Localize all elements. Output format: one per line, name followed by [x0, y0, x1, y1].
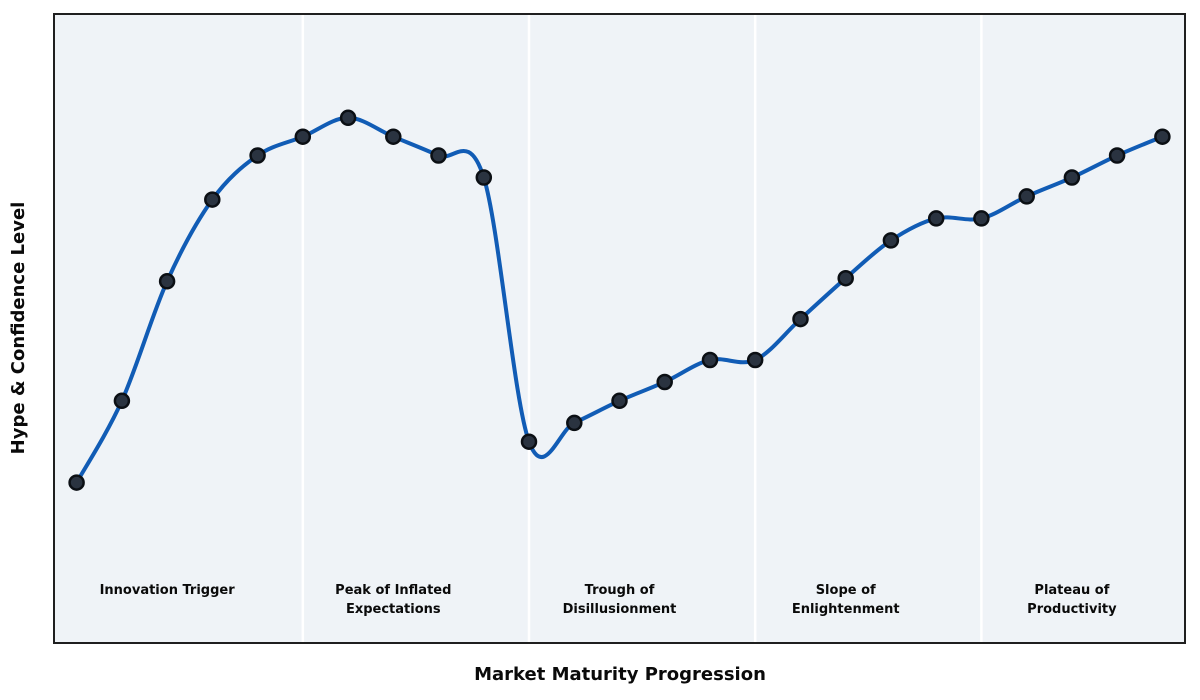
data-point-marker: [475, 169, 493, 186]
phase-label: Innovation Trigger: [100, 583, 236, 598]
phase-label-line: Expectations: [346, 602, 441, 617]
data-point-marker: [701, 351, 719, 369]
data-point-marker: [113, 392, 131, 410]
data-point-marker: [339, 109, 357, 127]
data-point-marker: [746, 351, 764, 369]
phase-label-line: Disillusionment: [563, 602, 677, 617]
phase-label: Peak of Inflated Expectations: [335, 583, 451, 617]
data-point-marker: [249, 147, 266, 164]
plot-area: [53, 13, 1186, 644]
data-point-marker: [1063, 169, 1081, 186]
data-point-marker: [294, 128, 312, 145]
phase-label: Trough of Disillusionment: [563, 583, 677, 617]
phase-label-line: Slope of: [816, 583, 876, 598]
data-point-marker: [1154, 128, 1171, 145]
data-point-marker: [656, 373, 673, 391]
x-axis-label: Market Maturity Progression: [474, 664, 766, 685]
phase-label: Slope of Enlightenment: [792, 583, 900, 617]
phase-label: Plateau of Productivity: [1027, 583, 1117, 617]
phase-label-line: Enlightenment: [792, 602, 900, 617]
data-point-marker: [882, 232, 900, 249]
data-point-marker: [204, 191, 221, 208]
data-point-marker: [566, 414, 583, 432]
data-point-marker: [973, 210, 990, 227]
phase-labels-layer: Innovation Trigger Peak of Inflated Expect…: [100, 583, 1118, 617]
phase-label-line: Trough of: [585, 583, 655, 598]
data-point-marker: [385, 128, 402, 145]
phase-label-line: Productivity: [1027, 602, 1117, 617]
data-point-marker: [792, 310, 809, 328]
phase-dividers-layer: [301, 15, 983, 642]
data-point-marker: [520, 433, 538, 450]
data-point-marker: [1108, 147, 1126, 164]
data-point-marker: [837, 269, 854, 287]
phase-label-line: Plateau of: [1034, 583, 1109, 598]
data-point-marker: [1018, 188, 1035, 205]
y-axis-label: Hype & Confidence Level: [8, 202, 29, 455]
data-point-marker: [927, 210, 945, 227]
phase-label-line: Innovation Trigger: [100, 583, 236, 598]
data-point-marker: [611, 392, 628, 410]
data-point-marker: [430, 147, 447, 164]
phase-label-line: Peak of Inflated: [335, 583, 451, 598]
data-points-layer: [68, 109, 1171, 491]
data-point-marker: [68, 474, 85, 491]
data-point-marker: [158, 273, 176, 290]
